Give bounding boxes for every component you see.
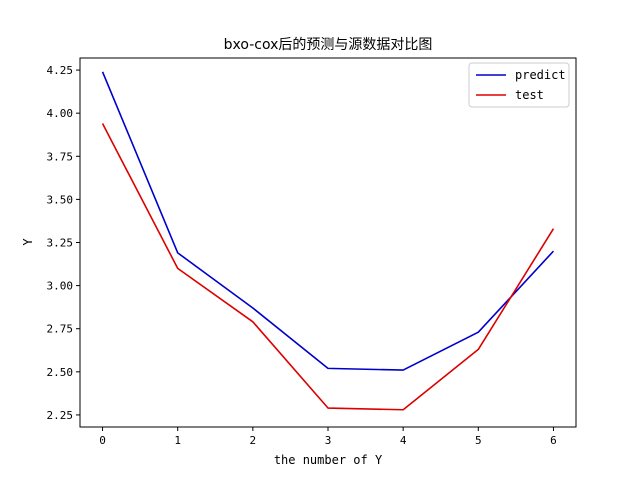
x-tick-label: 6 [550, 434, 557, 447]
x-tick-label: 3 [325, 434, 332, 447]
y-tick-label: 3.00 [47, 280, 74, 293]
legend: predict test [468, 62, 570, 108]
legend-label-test: test [515, 88, 544, 102]
x-tick-label: 5 [475, 434, 482, 447]
y-tick-label: 2.50 [47, 366, 74, 379]
chart-title: bxo-cox后的预测与源数据对比图 [224, 37, 433, 53]
y-axis-label: Y [21, 238, 35, 246]
series-layer [101, 71, 555, 411]
legend-label-predict: predict [515, 68, 566, 82]
y-tick-label: 3.25 [47, 237, 74, 250]
series-line-predict [101, 71, 555, 371]
legend-box [468, 62, 570, 108]
x-axis-label: the number of Y [274, 453, 383, 467]
plot-frame [79, 57, 577, 428]
x-tick-label: 0 [99, 434, 106, 447]
y-tick-label: 4.25 [47, 64, 74, 77]
x-tick-label: 4 [400, 434, 407, 447]
y-tick-label: 4.00 [47, 107, 74, 120]
y-tick-label: 2.75 [47, 323, 74, 336]
y-tick-label: 3.50 [47, 193, 74, 206]
y-tick-label: 3.75 [47, 150, 74, 163]
x-tick-label: 2 [250, 434, 257, 447]
x-tick-label: 1 [174, 434, 181, 447]
x-axis: 0 1 2 3 4 5 6 [99, 427, 557, 447]
y-axis: 2.25 2.50 2.75 3.00 3.25 3.50 3.75 4.00 4.25 [47, 64, 80, 422]
series-line-test [101, 123, 555, 411]
y-tick-label: 2.25 [47, 409, 74, 422]
